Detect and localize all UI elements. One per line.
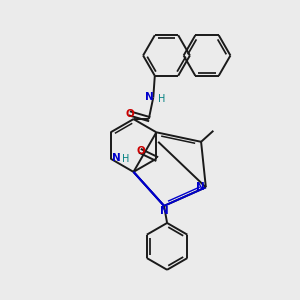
Text: H: H (158, 94, 165, 104)
Text: N: N (112, 153, 121, 163)
Text: N: N (160, 206, 169, 216)
Text: O: O (126, 109, 135, 118)
Text: H: H (122, 154, 129, 164)
Text: N: N (196, 182, 205, 192)
Text: N: N (145, 92, 154, 102)
Text: O: O (136, 146, 145, 156)
